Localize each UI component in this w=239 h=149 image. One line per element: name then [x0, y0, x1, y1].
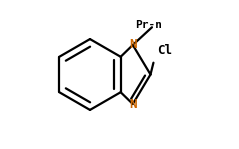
Text: N: N [129, 38, 136, 51]
Text: Pr-n: Pr-n [136, 20, 163, 30]
Text: Cl: Cl [157, 44, 172, 57]
Text: N: N [129, 98, 136, 111]
